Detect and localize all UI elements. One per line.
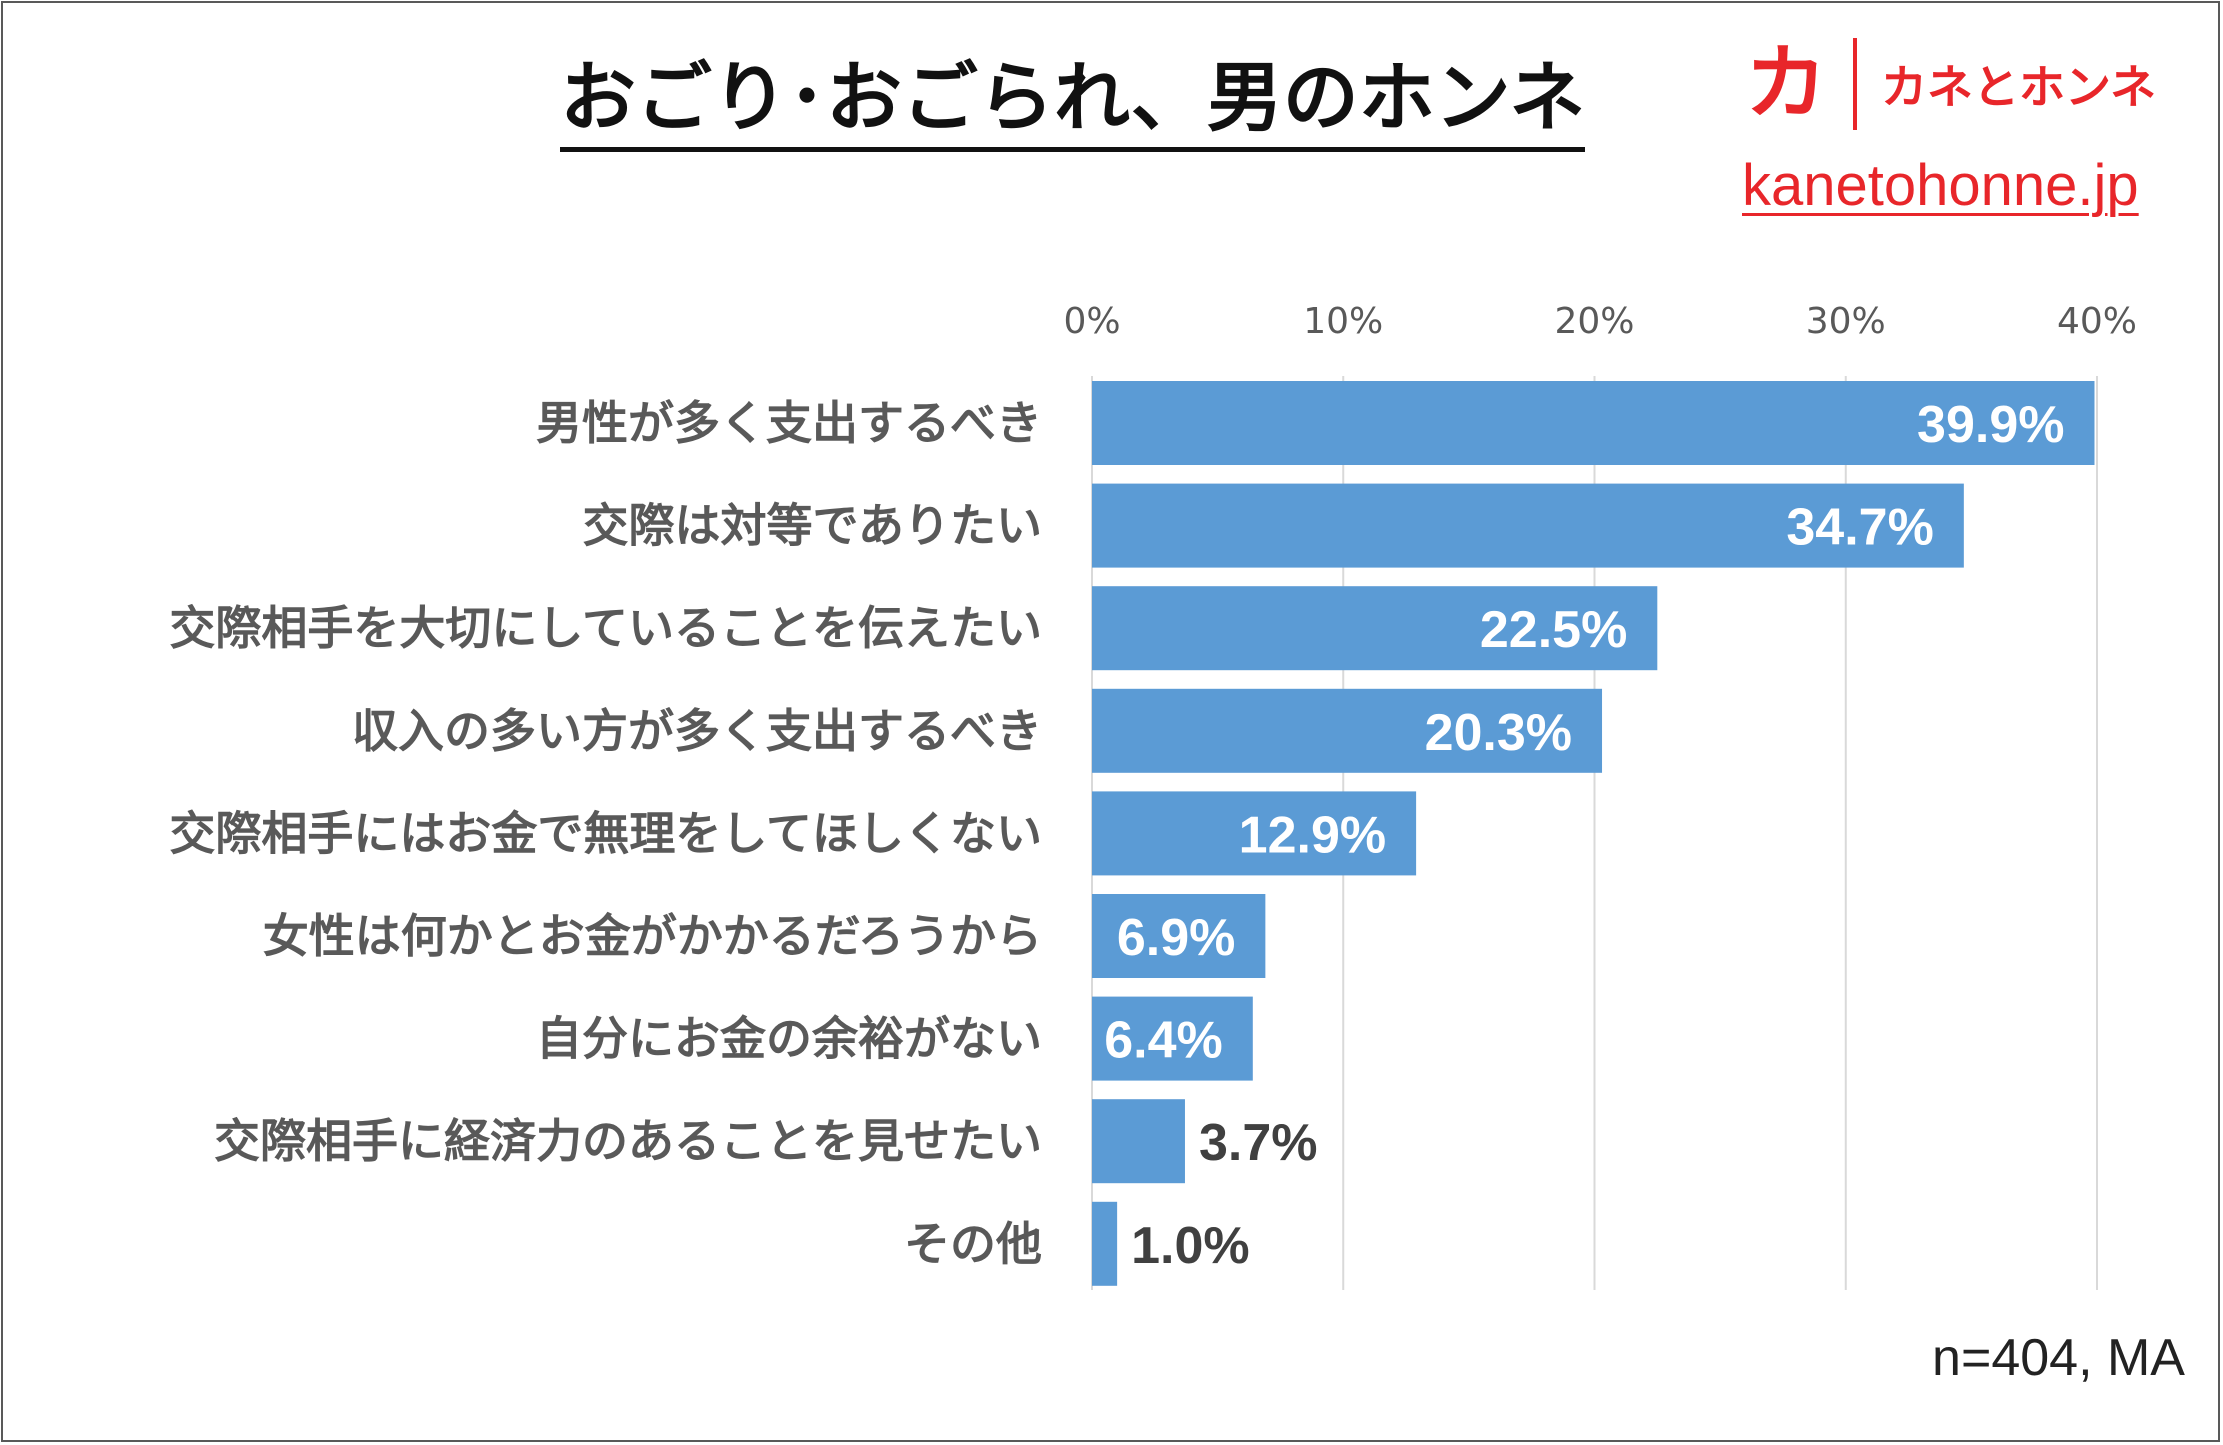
chart-title: おごり･おごられ、男のホンネ (560, 50, 1586, 152)
bar (1092, 791, 1417, 876)
x-tick-label: 40% (2057, 301, 2137, 342)
x-tick-label: 30% (1806, 301, 1886, 342)
bar (1092, 381, 2095, 465)
x-tick-label: 20% (1554, 301, 1634, 342)
brand-mark-icon: カ (1745, 36, 1828, 131)
brand-divider (1853, 38, 1858, 130)
bar (1092, 1201, 1118, 1286)
data-label: 20.3% (1425, 704, 1572, 762)
category-label: 収入の多い方が多く支出するべき (352, 704, 1042, 758)
category-label: 自分にお金の余裕がない (536, 1012, 1042, 1066)
data-label: 34.7% (1786, 499, 1933, 557)
brand-logo[interactable]: カ カネとホンネ (1745, 38, 2156, 130)
category-label: 交際は対等でありたい (582, 499, 1042, 553)
bar (1092, 1099, 1185, 1184)
category-label: 交際相手にはお金で無理をしてほしくない (169, 806, 1042, 860)
data-label: 22.5% (1480, 601, 1627, 659)
bar (1092, 688, 1603, 773)
category-label: その他 (904, 1217, 1042, 1271)
bar (1092, 483, 1964, 568)
data-label: 39.9% (1917, 396, 2064, 454)
data-label: 1.0% (1131, 1217, 1250, 1275)
data-label: 3.7% (1199, 1114, 1318, 1172)
bar (1092, 586, 1658, 671)
category-label: 女性は何かとお金がかかるだろうから (263, 909, 1042, 963)
x-tick-label: 10% (1303, 301, 1383, 342)
category-label: 交際相手を大切にしていることを伝えたい (169, 601, 1042, 655)
bar (1092, 996, 1253, 1081)
sample-note: n=404, MA (1932, 1329, 2185, 1387)
category-label: 交際相手に経済力のあることを見せたい (214, 1114, 1042, 1168)
brand-url-link[interactable]: kanetohonne.jp (1742, 153, 2139, 218)
brand-name: カネとホンネ (1881, 60, 2157, 114)
data-label: 12.9% (1239, 806, 1386, 864)
x-tick-label: 0% (1063, 301, 1120, 342)
bar (1092, 894, 1266, 978)
category-label: 男性が多く支出するべき (536, 396, 1042, 450)
data-label: 6.4% (1104, 1012, 1223, 1070)
data-label: 6.9% (1117, 909, 1236, 967)
